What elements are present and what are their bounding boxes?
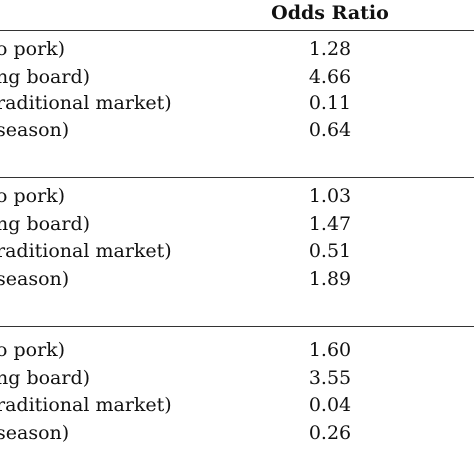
row-label: raditional market): [0, 394, 172, 416]
table-row: ng board) 3.55: [0, 365, 474, 391]
row-label: o pork): [0, 38, 66, 60]
odds-ratio-value: 3.55: [308, 367, 352, 389]
row-label: season): [0, 268, 70, 290]
odds-ratio-value: 0.26: [308, 422, 352, 444]
table-rule-top: [0, 30, 474, 31]
odds-ratio-value: 0.64: [308, 119, 352, 141]
table-row: o pork) 1.28: [0, 36, 474, 62]
row-label: o pork): [0, 339, 66, 361]
odds-ratio-value: 4.66: [308, 66, 352, 88]
row-label: raditional market): [0, 92, 172, 114]
table-row: season) 0.26: [0, 420, 474, 446]
table-row: season) 1.89: [0, 266, 474, 292]
odds-ratio-value: 0.11: [308, 92, 352, 114]
table-row: ng board) 1.47: [0, 211, 474, 237]
odds-ratio-header: Odds Ratio: [271, 2, 389, 24]
odds-ratio-value: 1.89: [308, 268, 352, 290]
table-row: o pork) 1.03: [0, 183, 474, 209]
row-label: raditional market): [0, 240, 172, 262]
row-label: ng board): [0, 367, 91, 389]
odds-ratio-value: 1.28: [308, 38, 352, 60]
odds-ratio-value: 0.04: [308, 394, 352, 416]
row-label: season): [0, 422, 70, 444]
row-label: season): [0, 119, 70, 141]
table-row: o pork) 1.60: [0, 337, 474, 363]
row-label: ng board): [0, 66, 91, 88]
row-label: o pork): [0, 185, 66, 207]
row-label: ng board): [0, 213, 91, 235]
odds-ratio-value: 1.03: [308, 185, 352, 207]
table-rule-group-3: [0, 326, 474, 327]
table-row: raditional market) 0.11: [0, 90, 474, 116]
odds-ratio-value: 1.60: [308, 339, 352, 361]
odds-ratio-value: 0.51: [308, 240, 352, 262]
table-row: ng board) 4.66: [0, 64, 474, 90]
table-row: raditional market) 0.51: [0, 238, 474, 264]
odds-ratio-value: 1.47: [308, 213, 352, 235]
table-row: raditional market) 0.04: [0, 392, 474, 418]
table-row: season) 0.64: [0, 117, 474, 143]
table-rule-group-2: [0, 177, 474, 178]
